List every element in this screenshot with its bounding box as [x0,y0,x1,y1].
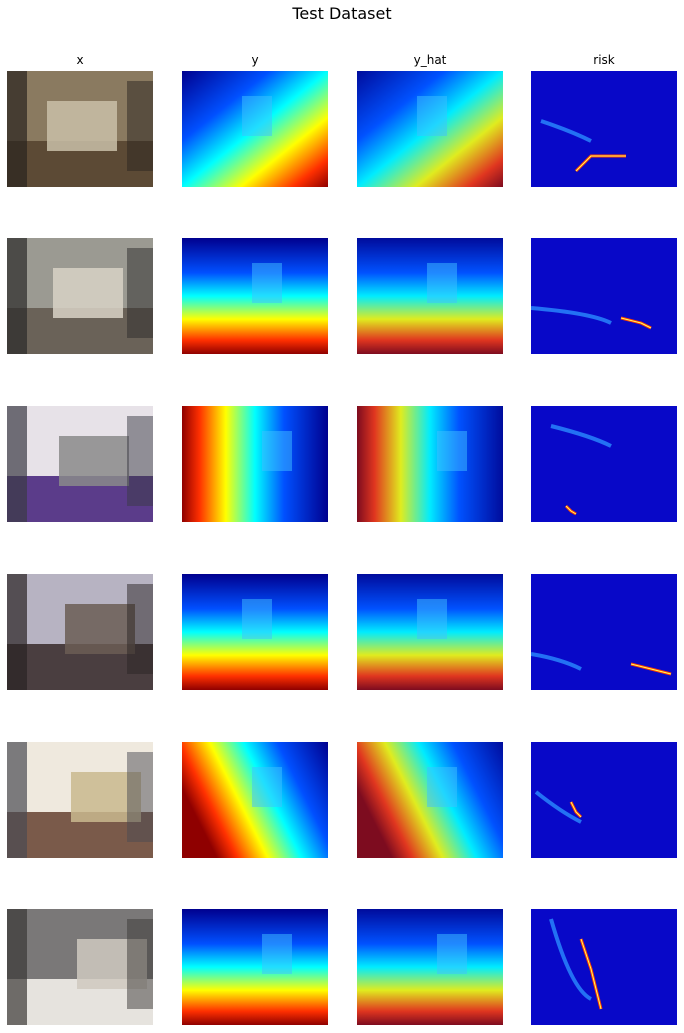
row-1-y-depth-map [182,71,328,187]
row-3-y-depth-map [182,406,328,522]
row-2-y-depth-map [182,238,328,354]
row-6-y-depth-map [182,909,328,1025]
figure-title: Test Dataset [292,4,392,23]
row-6-y-hat-depth-map [357,909,503,1025]
row-5-risk-map [531,742,677,858]
row-5-y-depth-map [182,742,328,858]
row-4-risk-map [531,574,677,690]
column-label-x: x [76,53,84,67]
row-5-y-hat-depth-map [357,742,503,858]
row-1-y-hat-depth-map [357,71,503,187]
row-6-x-image [7,909,153,1025]
column-label-risk: risk [593,53,615,67]
row-3-y-hat-depth-map [357,406,503,522]
column-label-y: y [251,53,259,67]
row-4-y-hat-depth-map [357,574,503,690]
row-2-risk-map [531,238,677,354]
row-5-x-image [7,742,153,858]
row-2-y-hat-depth-map [357,238,503,354]
row-4-y-depth-map [182,574,328,690]
row-1-x-image [7,71,153,187]
row-3-x-image [7,406,153,522]
row-3-risk-map [531,406,677,522]
row-1-risk-map [531,71,677,187]
row-6-risk-map [531,909,677,1025]
column-label-y-hat: y_hat [413,53,447,67]
row-2-x-image [7,238,153,354]
row-4-x-image [7,574,153,690]
